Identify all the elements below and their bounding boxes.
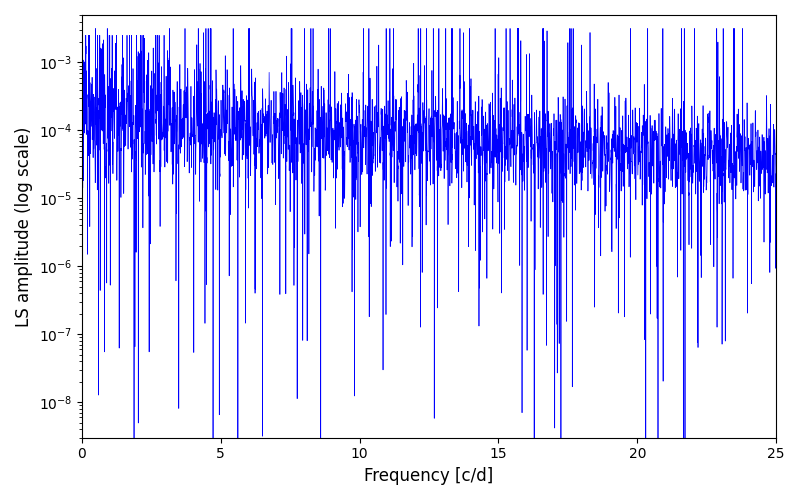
Y-axis label: LS amplitude (log scale): LS amplitude (log scale) xyxy=(15,126,33,326)
X-axis label: Frequency [c/d]: Frequency [c/d] xyxy=(364,467,494,485)
